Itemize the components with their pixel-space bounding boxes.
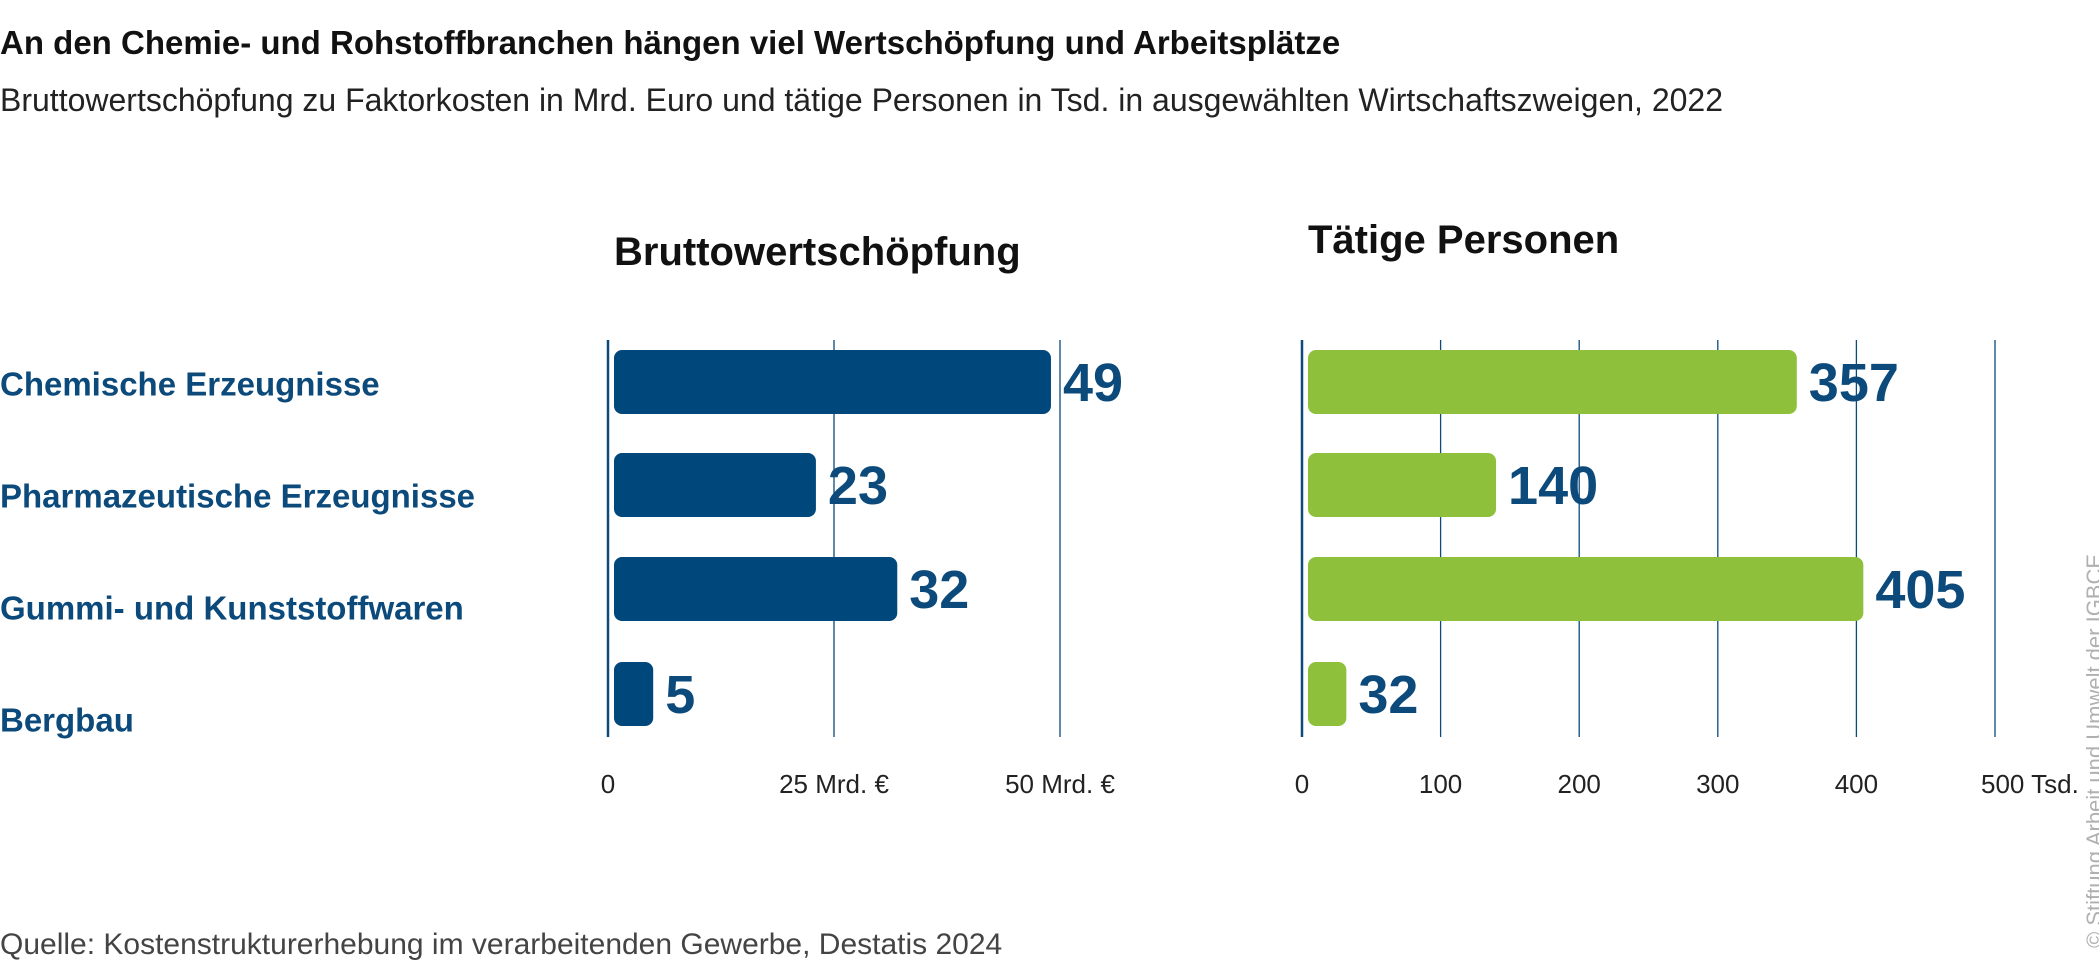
tick-label: 200 [1558,769,1601,799]
panel-title: Tätige Personen [1308,218,1619,262]
bar [1308,350,1797,414]
tick-label: 300 [1696,769,1739,799]
data-label: 5 [665,665,695,725]
panel-title: Bruttowertschöpfung [614,230,1021,274]
bar [614,557,898,621]
tick-label: 50 Mrd. € [1005,769,1115,799]
data-label: 140 [1508,456,1598,516]
bar [1308,662,1347,726]
category-label: Gummi- und Kunststoffwaren [0,590,464,627]
data-label: 23 [828,456,888,516]
category-label: Chemische Erzeugnisse [0,366,380,403]
data-label: 32 [1358,665,1418,725]
tick-label: 0 [601,769,615,799]
bar [1308,453,1497,517]
chart-subtitle: Bruttowertschöpfung zu Faktorkosten in M… [0,82,1724,118]
category-label: Pharmazeutische Erzeugnisse [0,478,475,515]
category-label: Bergbau [0,702,134,739]
data-label: 49 [1063,353,1123,413]
tick-label: 0 [1295,769,1309,799]
source-note: Quelle: Kostenstrukturerhebung im verarb… [0,928,1003,961]
bar [1308,557,1864,621]
tick-label: 500 Tsd. [1981,769,2079,799]
data-label: 405 [1875,560,1965,620]
tick-label: 400 [1835,769,1878,799]
bar [614,662,654,726]
bar [614,453,816,517]
bar [614,350,1051,414]
data-label: 32 [909,560,969,620]
tick-label: 25 Mrd. € [779,769,889,799]
chart-title: An den Chemie- und Rohstoffbranchen häng… [0,24,1341,61]
data-label: 357 [1809,353,1899,413]
tick-label: 100 [1419,769,1462,799]
copyright-note: © Stiftung Arbeit und Umwelt der IGBCE [2082,553,2099,948]
